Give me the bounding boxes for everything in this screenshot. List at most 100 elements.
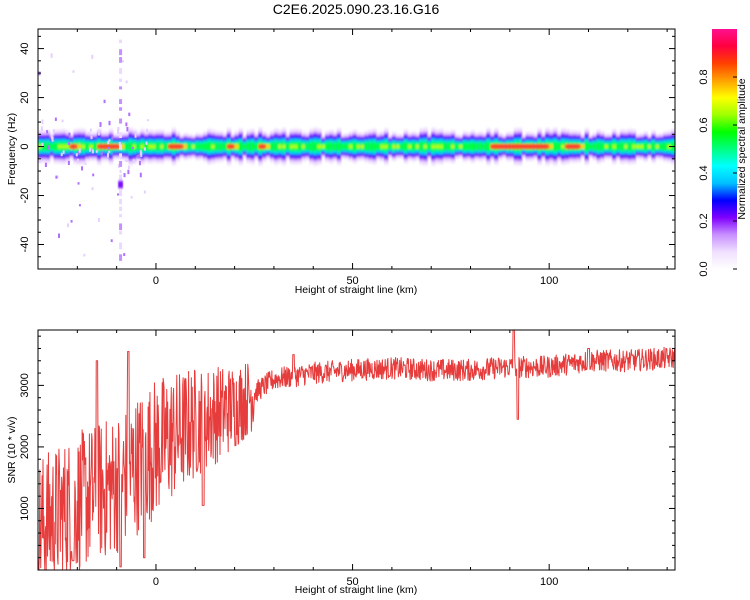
spectrogram-cell	[474, 143, 479, 150]
spectrogram-speckle	[46, 130, 49, 134]
spectrogram-xtick-label: 100	[540, 275, 558, 287]
spectrogram-cell	[297, 142, 303, 151]
spectrogram-speckle	[56, 175, 59, 179]
spectrogram-speckle	[67, 160, 70, 165]
spectrogram-cell	[549, 144, 554, 149]
spectrogram-speckle	[108, 150, 111, 153]
spectrogram-cell	[553, 141, 558, 152]
spectrogram-cell	[663, 142, 668, 151]
spectrogram-strong-segment	[226, 144, 235, 149]
spectrogram-speckle	[72, 70, 75, 73]
spectrogram-cell	[431, 145, 436, 148]
spectrogram-cell	[635, 145, 641, 148]
spectrogram-cell	[285, 143, 291, 150]
spectrogram-cell	[222, 143, 228, 150]
spectrogram-cell	[604, 145, 609, 148]
spectrogram-speckle	[51, 137, 54, 142]
spectrogram-ytick-label: -40	[19, 237, 31, 253]
colorbar-tick-label: 0.8	[698, 69, 710, 84]
spectrogram-cell	[246, 142, 251, 151]
spectrogram-speckle	[119, 49, 123, 56]
spectrogram-frame	[37, 28, 676, 270]
spectrogram-speckle	[92, 173, 95, 177]
spectrogram-cell	[148, 145, 153, 148]
spectrogram-speckle	[138, 160, 141, 166]
spectrogram-speckle	[106, 152, 109, 158]
spectrogram-speckle	[108, 120, 111, 126]
spectrogram-cell	[348, 145, 354, 148]
spectrogram-cell	[152, 145, 157, 148]
spectrogram-speckle	[119, 68, 123, 75]
spectrogram-cell	[659, 143, 664, 150]
snr-xlabel: Height of straight line (km)	[295, 584, 418, 596]
spectrogram-cell	[159, 145, 165, 148]
spectrogram-cell	[144, 142, 149, 151]
spectrogram-cell	[647, 145, 653, 148]
spectrogram-cell	[588, 143, 594, 150]
spectrogram-cell	[340, 143, 346, 150]
spectrogram-xtick-label: 50	[346, 275, 358, 287]
spectrogram-cell	[651, 142, 656, 151]
spectrogram-cell	[309, 142, 314, 151]
spectrogram-speckle	[131, 146, 134, 149]
spectrogram-cell	[643, 142, 649, 151]
spectrogram-cell	[443, 142, 448, 151]
spectrogram-cells	[38, 39, 675, 261]
spectrogram-speckle	[119, 153, 123, 158]
spectrogram-speckle	[100, 151, 103, 156]
colorbar-tick-label: 0.2	[698, 213, 710, 228]
spectrogram-speckle	[44, 162, 47, 168]
spectrogram-cell	[446, 142, 452, 151]
spectrogram-speckle	[97, 130, 100, 136]
spectrogram-speckle	[47, 145, 50, 150]
spectrogram-cell	[124, 143, 130, 151]
spectrogram-cell	[81, 145, 86, 148]
spectrogram-speckle	[39, 157, 42, 163]
spectrogram-cell	[352, 142, 358, 151]
spectrogram-speckle	[54, 117, 57, 121]
spectrogram-speckle	[52, 129, 55, 134]
spectrogram-speckle	[119, 254, 123, 261]
spectrogram-speckle	[41, 142, 44, 148]
spectrogram-panel: 0 50 100 -40 -20 0 20 40 Height of straight lin…	[6, 28, 676, 296]
spectrogram-speckle	[119, 57, 123, 63]
spectrogram-speckle	[119, 231, 123, 235]
spectrogram-cell	[293, 145, 299, 148]
spectrogram-ylabel: Frequency (Hz)	[6, 113, 18, 185]
spectrogram-cell	[163, 143, 169, 151]
spectrogram-speckle	[83, 253, 86, 257]
spectrogram-cell	[450, 145, 456, 148]
colorbar-tick-label: 0.0	[698, 261, 710, 276]
spectrogram-cell	[277, 145, 283, 148]
spectrogram-strong-segment	[564, 144, 581, 149]
spectrogram-ytick-label: 20	[19, 91, 31, 103]
spectrogram-speckle	[118, 141, 121, 147]
spectrogram-cell	[395, 145, 401, 148]
spectrogram-speckle	[117, 126, 120, 131]
spectrogram-speckle	[116, 129, 119, 134]
spectrogram-cell	[466, 143, 472, 151]
spectrogram-speckle	[107, 146, 110, 150]
spectrogram-speckle	[111, 134, 114, 140]
spectrogram-speckle	[55, 175, 58, 179]
spectrogram-cell	[655, 145, 660, 148]
spectrogram-cell	[238, 142, 244, 152]
spectrogram-cell	[403, 142, 409, 151]
spectrogram-cell	[631, 145, 637, 148]
spectrogram-speckle	[119, 161, 123, 167]
colorbar-tick-label: 0.6	[698, 117, 710, 132]
spectrogram-cell	[435, 145, 440, 148]
spectrogram-speckle	[89, 128, 92, 132]
spectrogram-speckle	[78, 204, 81, 207]
spectrogram-speckle	[119, 242, 123, 250]
spectrogram-cell	[321, 145, 326, 148]
spectrogram-cell	[325, 142, 330, 151]
spectrogram-speckle	[119, 39, 123, 44]
snr-xtick-label: 0	[153, 576, 159, 588]
spectrogram-cell	[61, 145, 67, 148]
chart-title: C2E6.2025.090.23.16.G16	[273, 1, 440, 17]
spectrogram-cell	[266, 144, 271, 149]
spectrogram-speckle	[70, 220, 73, 223]
spectrogram-speckle	[117, 193, 120, 196]
spectrogram-speckle	[99, 122, 102, 127]
